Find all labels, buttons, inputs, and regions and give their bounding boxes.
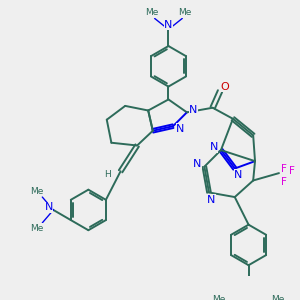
- Text: N: N: [176, 124, 184, 134]
- Text: H: H: [105, 169, 111, 178]
- Text: N: N: [189, 105, 197, 115]
- Text: N: N: [45, 202, 53, 212]
- Text: N: N: [209, 142, 218, 152]
- Text: F: F: [280, 164, 286, 173]
- Text: F: F: [289, 166, 295, 176]
- Text: N: N: [193, 159, 201, 169]
- Text: Me: Me: [30, 224, 43, 233]
- Text: N: N: [207, 195, 215, 205]
- Text: Me: Me: [272, 295, 285, 300]
- Text: Me: Me: [145, 8, 159, 17]
- Text: O: O: [220, 82, 229, 92]
- Text: N: N: [234, 170, 243, 180]
- Text: Me: Me: [30, 187, 43, 196]
- Text: N: N: [164, 20, 172, 30]
- Text: Me: Me: [178, 8, 192, 17]
- Text: F: F: [280, 177, 286, 187]
- Text: Me: Me: [212, 295, 226, 300]
